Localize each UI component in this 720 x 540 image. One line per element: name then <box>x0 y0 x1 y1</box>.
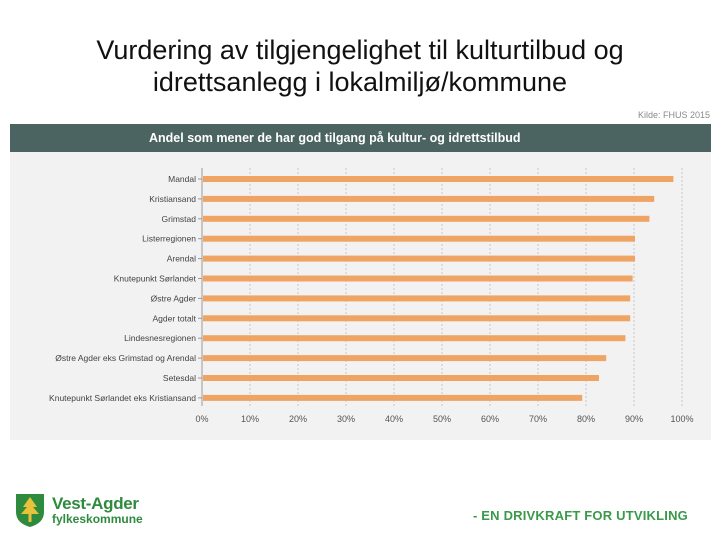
slide-title-line-1: Vurdering av tilgjengelighet til kulturt… <box>96 35 624 65</box>
slide-title-line-2: idrettsanlegg i lokalmiljø/kommune <box>152 67 568 97</box>
x-tick-label: 60% <box>481 414 499 424</box>
x-tick-label: 30% <box>337 414 355 424</box>
category-label: Grimstad <box>162 214 197 224</box>
bar <box>203 295 631 302</box>
x-tick-label: 90% <box>625 414 643 424</box>
category-label: Kristiansand <box>149 194 196 204</box>
org-subname: fylkeskommune <box>52 512 143 526</box>
bar-chart: 0% 10% 20% 30% 40% 50% 60% 70% 80% 90% 100% Mandal K… <box>49 168 694 424</box>
org-name: Vest-Agder <box>52 494 139 513</box>
chart-title: Andel som mener de har god tilgang på ku… <box>149 131 521 145</box>
x-tick-label: 20% <box>289 414 307 424</box>
tree-crest-icon <box>16 494 44 527</box>
bar <box>203 235 635 242</box>
category-label: Arendal <box>167 254 196 264</box>
bar <box>203 275 633 282</box>
bar <box>203 315 631 322</box>
category-label: Østre Agder <box>151 293 197 303</box>
category-label: Knutepunkt Sørlandet <box>114 274 197 284</box>
slogan: - EN DRIVKRAFT FOR UTVIKLING <box>472 508 688 523</box>
bar <box>203 375 599 381</box>
category-label: Østre Agder eks Grimstad og Arendal <box>55 353 196 363</box>
bar <box>203 215 650 222</box>
category-label: Setesdal <box>163 373 196 383</box>
bar <box>203 394 583 401</box>
bar <box>203 335 626 342</box>
x-tick-label: 70% <box>529 414 547 424</box>
slide-title: Vurdering av tilgjengelighet til kulturt… <box>20 34 700 98</box>
x-tick-label: 100% <box>670 414 693 424</box>
category-label: Agder totalt <box>153 313 197 323</box>
category-label: Lindesnesregionen <box>124 333 196 343</box>
bar <box>203 355 607 362</box>
chart-panel: Andel som mener de har god tilgang på ku… <box>10 124 711 440</box>
chart-header: Andel som mener de har god tilgang på ku… <box>10 124 711 152</box>
x-tick-label: 10% <box>241 414 259 424</box>
x-tick-label: 40% <box>385 414 403 424</box>
x-tick-label: 80% <box>577 414 595 424</box>
bar <box>203 255 635 262</box>
bar <box>203 176 674 182</box>
source-note: Kilde: FHUS 2015 <box>637 110 710 120</box>
category-label: Listerregionen <box>142 234 196 244</box>
category-label: Knutepunkt Sørlandet eks Kristiansand <box>49 393 196 403</box>
x-tick-label: 0% <box>195 414 208 424</box>
category-label: Mandal <box>168 174 196 184</box>
bar <box>203 195 655 202</box>
x-tick-label: 50% <box>433 414 451 424</box>
